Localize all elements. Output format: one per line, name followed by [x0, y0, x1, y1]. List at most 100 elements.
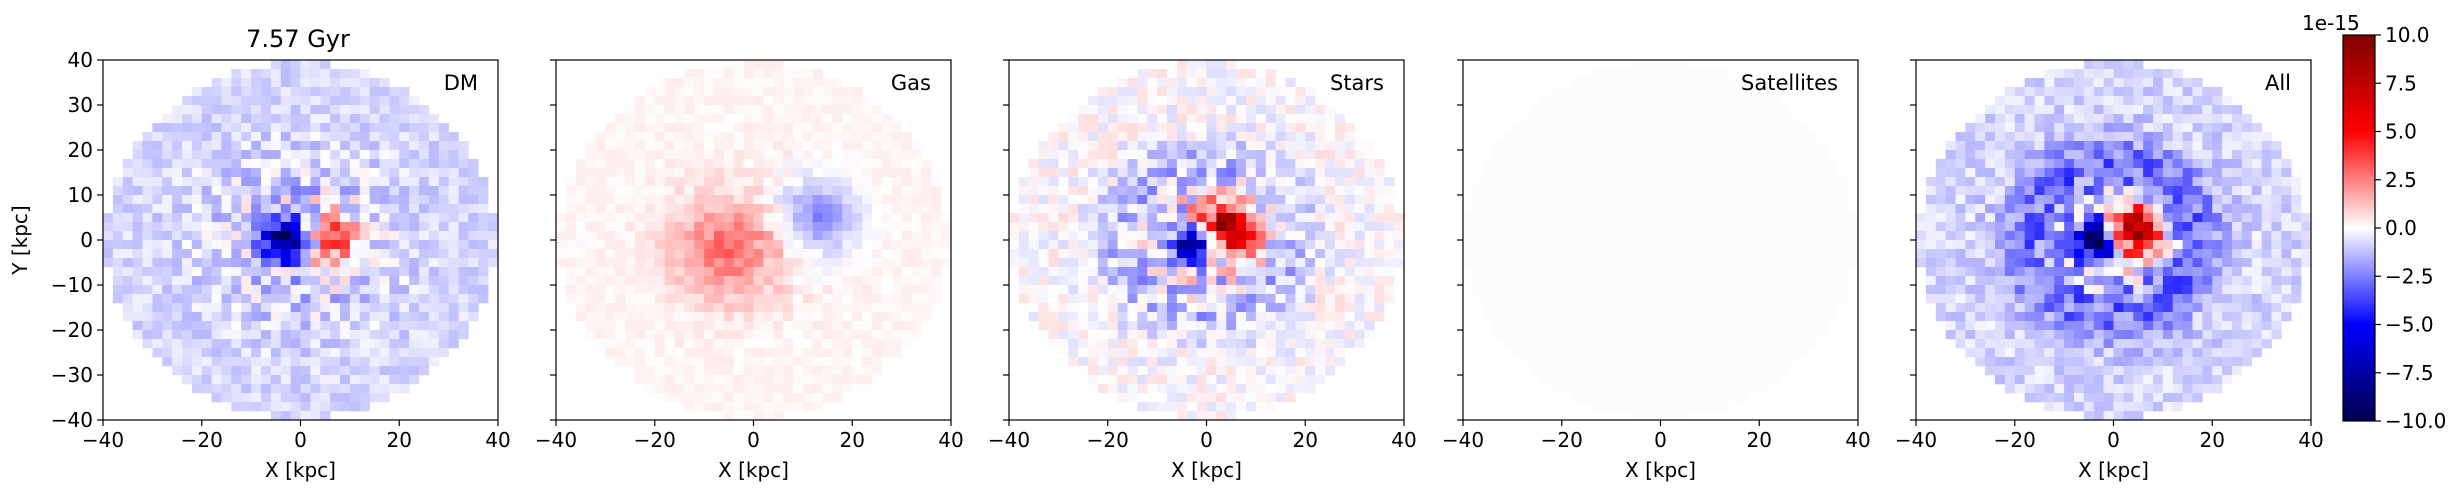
heatmap-cell — [1759, 141, 1770, 151]
heatmap-cell — [211, 294, 222, 304]
heatmap-cell — [221, 294, 232, 304]
heatmap-cell — [664, 366, 675, 376]
heatmap-cell — [251, 276, 262, 286]
heatmap-cell — [172, 339, 183, 349]
heatmap-cell — [261, 231, 272, 241]
heatmap-cell — [1630, 276, 1642, 286]
heatmap-cell — [320, 384, 331, 394]
heatmap-cell — [221, 141, 232, 151]
heatmap-cell — [1482, 285, 1493, 295]
heatmap-cell — [1275, 366, 1286, 376]
heatmap-cell — [1325, 105, 1336, 115]
heatmap-cell — [428, 177, 440, 187]
heatmap-cell — [1137, 375, 1148, 385]
heatmap-cell — [1522, 330, 1533, 340]
heatmap-cell — [211, 393, 222, 403]
heatmap-cell — [842, 267, 853, 277]
heatmap-cell — [290, 330, 301, 340]
heatmap-cell — [694, 222, 705, 232]
heatmap-cell — [241, 186, 252, 196]
heatmap-cell — [270, 411, 282, 421]
heatmap-cell — [783, 168, 794, 178]
heatmap-cell — [379, 177, 390, 187]
heatmap-cell — [644, 330, 656, 340]
heatmap-cell — [1630, 312, 1642, 322]
heatmap-cell — [1265, 105, 1276, 115]
heatmap-cell — [644, 168, 656, 178]
heatmap-cell — [241, 141, 252, 151]
heatmap-cell — [872, 258, 883, 268]
heatmap-cell — [389, 87, 400, 97]
heatmap-cell — [1344, 231, 1355, 241]
panel-dm: DM−40 −20 0 20 40X [kpc]403020100−10−20−30−4… — [8, 48, 511, 482]
heatmap-cell — [1640, 132, 1651, 142]
heatmap-cell — [1097, 150, 1109, 160]
heatmap-cell — [1769, 141, 1780, 151]
heatmap-cell — [852, 276, 863, 286]
heatmap-cell — [1147, 294, 1158, 304]
heatmap-cell — [191, 141, 203, 151]
heatmap-cell — [1522, 231, 1533, 241]
heatmap-cell — [1591, 69, 1602, 79]
heatmap-cell — [1305, 186, 1316, 196]
heatmap-cell — [1186, 123, 1197, 133]
heatmap-cell — [330, 150, 341, 160]
heatmap-cell — [1601, 87, 1612, 97]
heatmap-cell — [822, 96, 833, 106]
heatmap-cell — [409, 357, 420, 367]
heatmap-cell — [428, 195, 440, 205]
heatmap-cell — [1315, 186, 1326, 196]
heatmap-cell — [182, 321, 193, 331]
heatmap-cell — [1561, 366, 1572, 376]
heatmap-cell — [1591, 114, 1602, 124]
heatmap-cell — [1295, 132, 1306, 142]
heatmap-cell — [1492, 222, 1503, 232]
heatmap-cell — [349, 240, 361, 250]
heatmap-cell — [182, 114, 193, 124]
heatmap-cell — [1186, 267, 1197, 277]
heatmap-cell — [1482, 222, 1493, 232]
heatmap-cell — [409, 105, 420, 115]
heatmap-cell — [1275, 204, 1286, 214]
heatmap-cell — [694, 141, 705, 151]
heatmap-cell — [931, 276, 942, 286]
heatmap-cell — [1226, 150, 1237, 160]
heatmap-cell — [1255, 285, 1267, 295]
heatmap-cell — [585, 294, 596, 304]
heatmap-cell — [399, 195, 410, 205]
heatmap-cell — [379, 123, 390, 133]
heatmap-cell — [1028, 177, 1039, 187]
heatmap-cell — [575, 195, 586, 205]
heatmap-cell — [1097, 276, 1109, 286]
heatmap-cell — [793, 375, 804, 385]
heatmap-cell — [1591, 258, 1602, 268]
heatmap-cell — [221, 375, 232, 385]
heatmap-cell — [290, 177, 301, 187]
heatmap-cell — [1265, 294, 1276, 304]
heatmap-cell — [635, 123, 646, 133]
heatmap-cell — [1167, 321, 1178, 331]
heatmap-cell — [349, 168, 361, 178]
heatmap-cell — [1216, 195, 1227, 205]
heatmap-cell — [1690, 195, 1701, 205]
heatmap-cell — [565, 204, 577, 214]
heatmap-cell — [842, 339, 853, 349]
heatmap-cell — [1088, 366, 1099, 376]
heatmap-cell — [1295, 384, 1306, 394]
heatmap-cell — [1660, 402, 1671, 412]
heatmap-cell — [1176, 213, 1188, 223]
heatmap-cell — [733, 69, 744, 79]
heatmap-cell — [438, 195, 449, 205]
heatmap-cell — [1601, 123, 1612, 133]
heatmap-cell — [1729, 123, 1740, 133]
heatmap-cell — [399, 348, 410, 358]
heatmap-cell — [1117, 321, 1128, 331]
heatmap-cell — [1078, 150, 1089, 160]
heatmap-cell — [1542, 141, 1553, 151]
heatmap-cell — [1670, 321, 1681, 331]
heatmap-cell — [1512, 285, 1523, 295]
heatmap-cell — [280, 366, 291, 376]
heatmap-cell — [664, 357, 675, 367]
heatmap-cell — [714, 321, 725, 331]
heatmap-cell — [1670, 330, 1681, 340]
